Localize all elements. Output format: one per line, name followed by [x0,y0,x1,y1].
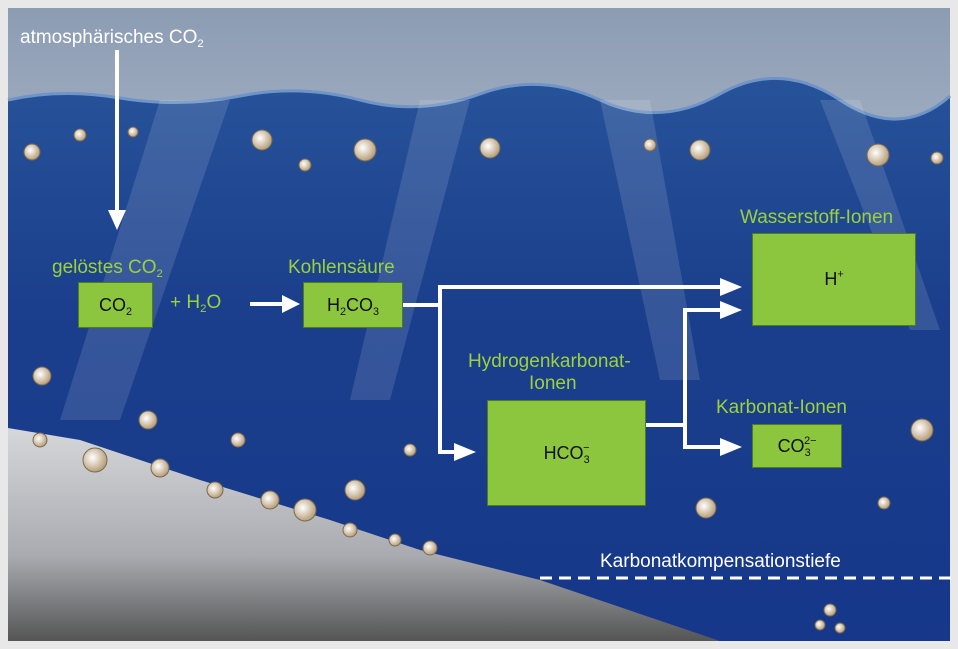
subscript: 2 [339,305,346,318]
co3-box: CO32− [752,424,842,468]
subscript: 2 [125,305,132,318]
carbonic-acid-label: Kohlensäure [288,258,395,277]
text: Ionen [529,373,577,394]
dissolved-co2-label: gelöstes CO2 [52,257,163,280]
text: CO [98,294,126,315]
subscript: 2 [156,267,163,280]
ccd-label: Karbonatkompensationstiefe [600,552,841,571]
bicarbonate-label: Hydrogenkarbonat- [468,352,631,371]
text: H [326,294,340,315]
text: atmosphärisches CO [20,27,198,48]
subscript: 2 [200,302,207,315]
text: CO32− [777,434,817,459]
subscript: 2 [197,37,204,50]
text: CO [346,294,373,315]
text: O [206,292,222,313]
text: HCO3− [543,441,590,466]
subscript: 3 [804,446,811,459]
hydrogen-ions-label: Wasserstoff-Ionen [740,208,893,227]
text: gelöstes CO2 [52,257,163,280]
h-ion-box: H+ [752,233,916,326]
text: + H [170,292,201,313]
text: Hydrogenkarbonat- [468,351,631,372]
subscript: 3 [373,305,380,318]
supscript: + [837,268,844,281]
supscript: − [583,441,590,454]
text: atmosphärisches CO2 [20,27,204,50]
text: HCO [543,442,584,463]
text: CO2 [98,294,132,318]
supscript: 2− [804,434,817,447]
h2co3-box: H2CO3 [303,282,403,328]
carbonate-ions-label: Karbonat-Ionen [716,398,847,417]
text: Karbonatkompensationstiefe [600,551,841,572]
text: + H2O [170,292,222,315]
text: Ionen [529,373,577,394]
co2-box: CO2 [78,282,153,328]
text: Wasserstoff-Ionen [740,207,893,228]
text: H2CO3 [326,294,380,318]
text: H+ [824,269,843,290]
text: Kohlensäure [288,257,395,278]
text: H [824,269,838,289]
text: CO [777,435,805,456]
water-term: + H2O [170,292,222,315]
text: Kohlensäure [288,257,395,278]
bicarbonate-label: Ionen [529,374,577,393]
hco3-box: HCO3− [487,400,646,506]
text: Karbonatkompensationstiefe [600,551,841,572]
text: Karbonat-Ionen [716,397,847,418]
atmospheric-co2-label: atmosphärisches CO2 [20,27,204,50]
subscript: 3 [583,453,590,466]
text: Karbonat-Ionen [716,397,847,418]
text: gelöstes CO [52,257,157,278]
text: Hydrogenkarbonat- [468,351,631,372]
text: Wasserstoff-Ionen [740,207,894,228]
